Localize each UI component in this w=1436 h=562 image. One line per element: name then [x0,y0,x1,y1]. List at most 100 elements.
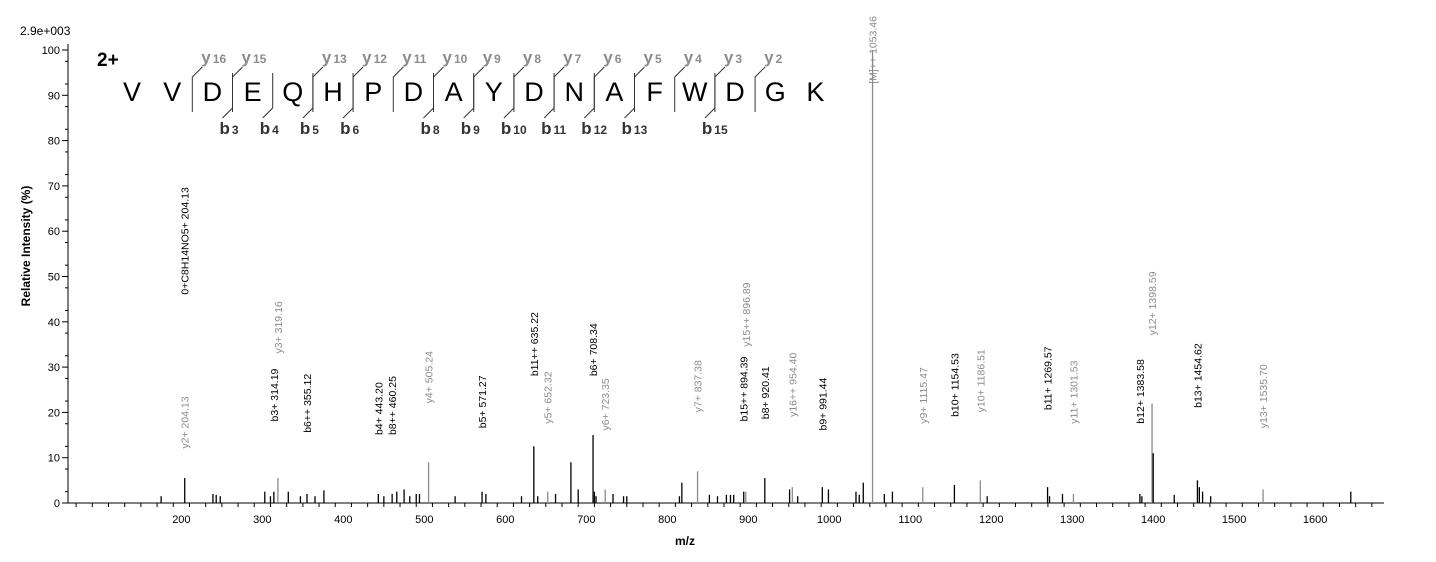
y-tick-label: 0 [54,498,60,510]
peak-label: 0+C8H14NO5+ 204.13 [180,187,192,295]
residue: H [323,77,343,107]
peak-label: y13+ 1535.70 [1258,364,1270,428]
residue: K [806,77,824,107]
b-ion-label: b 12 [581,119,607,138]
y-ion-label: y 10 [443,48,468,67]
peak-label: b6++ 355.12 [302,374,314,433]
y-ion-bracket [232,66,243,112]
x-tick-label: 300 [253,514,271,526]
b-ion-label: b 10 [501,119,527,138]
peak-label: y12+ 1398.59 [1147,271,1159,335]
peak-label: b8+ 920.41 [760,366,772,419]
b-ion-label: b 15 [702,119,728,138]
peak-label: y4+ 505.24 [424,351,436,403]
b-ion-bracket [302,73,314,119]
b-ion-bracket [342,73,354,119]
x-tick-label: 900 [739,514,757,526]
x-tick-label: 1300 [1060,514,1084,526]
y-ion-label: y 11 [402,48,426,67]
peak-label: [M]++ 1053.46 [868,16,880,84]
peak-label: y3+ 319.16 [273,301,285,353]
y-ion-bracket [513,66,525,112]
x-tick-label: 1100 [898,514,922,526]
y-tick-label: 80 [48,136,60,148]
peak-label: y15++ 896.89 [741,282,753,346]
peak-label: y16++ 954.40 [787,353,799,417]
peak-label: b10+ 1154.53 [949,353,961,417]
residue: E [244,77,262,107]
peak-label: b11+ 1269.57 [1043,346,1055,410]
x-tick-label: 1200 [979,514,1003,526]
x-tick-label: 500 [415,514,433,526]
b-ion-bracket [624,73,635,119]
x-tick-label: 1400 [1141,514,1165,526]
y-ion-bracket [553,66,565,112]
y-ion-bracket [433,66,444,112]
residue: W [682,77,708,107]
y-tick-label: 40 [48,317,60,329]
x-tick-label: 1000 [817,514,841,526]
b-ion-bracket [543,73,555,119]
peak-label: b3+ 314.19 [269,368,281,421]
b-ion-label: b 13 [622,119,648,138]
residue: P [364,77,382,107]
y-ion-label: y 15 [242,48,267,67]
b-ion-bracket [262,73,274,119]
residue: D [404,77,424,107]
x-tick-label: 200 [172,514,190,526]
residue: N [564,77,584,107]
peak-label: y7+ 837.38 [693,360,705,412]
peak-label: b12+ 1383.58 [1135,359,1147,424]
y-tick-label: 90 [48,90,60,102]
y-tick-label: 60 [48,226,60,238]
b-ion-bracket [222,73,233,119]
residue: D [203,77,223,107]
y-max-label: 2.9e+003 [20,24,71,38]
peak-label: y9+ 1115.47 [918,367,930,424]
y-ion-bracket [312,66,324,112]
residue: D [725,77,745,107]
peak-label: y5+ 652.32 [543,371,555,423]
peaks [160,50,1352,503]
y-ion-bracket [634,66,645,112]
y-tick-label: 20 [48,407,60,419]
y-ion-bracket [674,66,686,112]
residue: Y [485,77,503,107]
b-ion-bracket [503,73,515,119]
y-ion-bracket [714,66,726,112]
x-tick-label: 800 [658,514,676,526]
x-tick-label: 700 [577,514,595,526]
x-tick-label: 400 [334,514,352,526]
y-ion-bracket [191,66,203,112]
y-ion-bracket [593,66,605,112]
x-tick-label: 1500 [1222,514,1246,526]
peak-label: b8++ 460.25 [387,376,399,435]
peak-label: b6+ 708.34 [588,323,600,376]
y-axis-label: Relative Intensity (%) [19,186,33,307]
b-ion-bracket [423,73,434,119]
residue: A [605,77,623,107]
residue: F [646,77,663,107]
y-tick-label: 70 [48,181,60,193]
residue: V [123,77,141,107]
b-ion-bracket [583,73,595,119]
x-axis-label: m/z [675,534,695,548]
charge-state-label: 2+ [97,50,119,71]
peak-labels: y2+ 204.13 0+C8H14NO5+ 204.13 b3+ 314.19 y3… [180,16,1270,449]
residue: D [524,77,544,107]
residue: Q [282,77,303,107]
b-ion-bracket [463,73,475,119]
peak-label: b13+ 1454.62 [1192,343,1204,408]
y-ion-label: y 16 [201,48,226,67]
y-tick-label: 100 [42,45,60,57]
